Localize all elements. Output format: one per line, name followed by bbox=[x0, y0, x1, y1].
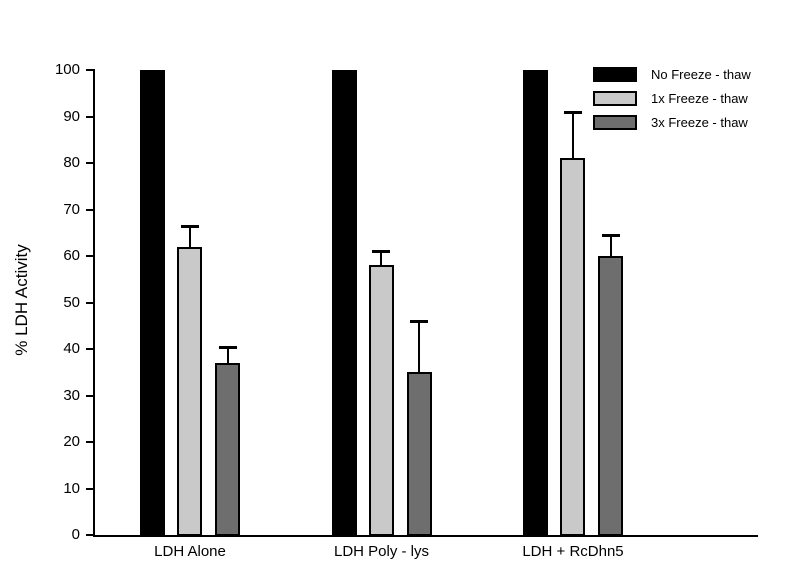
y-tick-label: 10 bbox=[63, 479, 80, 497]
error-bar-cap bbox=[563, 110, 582, 114]
x-axis-line bbox=[93, 535, 758, 537]
y-axis-tick bbox=[86, 115, 93, 118]
y-tick-label: 70 bbox=[63, 200, 80, 218]
legend-item: 1x Freeze - thaw bbox=[593, 91, 751, 106]
y-axis-tick bbox=[86, 162, 93, 164]
legend-item: 3x Freeze - thaw bbox=[593, 115, 751, 130]
y-axis-tick bbox=[86, 487, 93, 490]
y-tick-label: 100 bbox=[54, 61, 80, 78]
x-category-label: LDH Poly - lys bbox=[333, 543, 430, 560]
error-bar-cap bbox=[372, 250, 390, 254]
y-tick-label: 30 bbox=[63, 386, 80, 404]
bar bbox=[560, 158, 585, 536]
legend-swatch-1x-freeze-thaw bbox=[593, 91, 637, 106]
legend-label: No Freeze - thaw bbox=[651, 67, 751, 82]
y-tick-label: 60 bbox=[63, 247, 80, 264]
error-bar-line bbox=[380, 251, 382, 266]
y-tick-label: 40 bbox=[63, 340, 80, 357]
error-bar-line bbox=[226, 346, 229, 363]
legend-item: No Freeze - thaw bbox=[593, 67, 751, 82]
y-axis-tick bbox=[86, 534, 93, 536]
y-axis-tick bbox=[86, 69, 93, 71]
error-bar-cap bbox=[180, 224, 199, 228]
legend-swatch-3x-freeze-thaw bbox=[593, 115, 637, 130]
error-bar-cap bbox=[601, 234, 620, 238]
error-bar-line bbox=[188, 225, 191, 247]
y-tick-label: 0 bbox=[71, 526, 80, 543]
bar bbox=[523, 70, 548, 536]
y-axis-tick bbox=[86, 301, 93, 304]
y-tick-label: 80 bbox=[63, 154, 80, 171]
y-tick-label: 20 bbox=[63, 433, 80, 450]
y-axis-tick bbox=[86, 441, 93, 443]
legend: No Freeze - thaw 1x Freeze - thaw 3x Fre… bbox=[593, 67, 751, 130]
error-bar-cap bbox=[218, 345, 237, 349]
y-axis-tick bbox=[86, 348, 93, 350]
bar bbox=[140, 70, 165, 536]
x-category-label: LDH Alone bbox=[154, 543, 226, 560]
error-bar-line bbox=[571, 111, 574, 159]
legend-label: 1x Freeze - thaw bbox=[651, 91, 748, 106]
y-tick-label: 90 bbox=[63, 107, 80, 125]
y-axis-title: % LDH Activity bbox=[12, 244, 31, 356]
y-axis-tick bbox=[86, 208, 93, 211]
bar bbox=[406, 372, 432, 536]
y-axis-tick bbox=[86, 255, 93, 257]
bar bbox=[215, 362, 240, 536]
y-tick-label: 50 bbox=[63, 293, 80, 311]
bar bbox=[368, 265, 394, 536]
error-bar-line bbox=[609, 235, 612, 256]
y-axis-tick bbox=[86, 394, 93, 397]
legend-label: 3x Freeze - thaw bbox=[651, 115, 748, 130]
error-bar-line bbox=[418, 321, 420, 373]
legend-swatch-no-freeze-thaw bbox=[593, 67, 637, 82]
bar bbox=[331, 70, 357, 536]
bar bbox=[177, 246, 202, 536]
x-category-label: LDH + RcDhn5 bbox=[522, 543, 624, 560]
y-axis-line bbox=[93, 69, 95, 537]
error-bar-cap bbox=[410, 320, 428, 324]
bar bbox=[598, 256, 623, 536]
